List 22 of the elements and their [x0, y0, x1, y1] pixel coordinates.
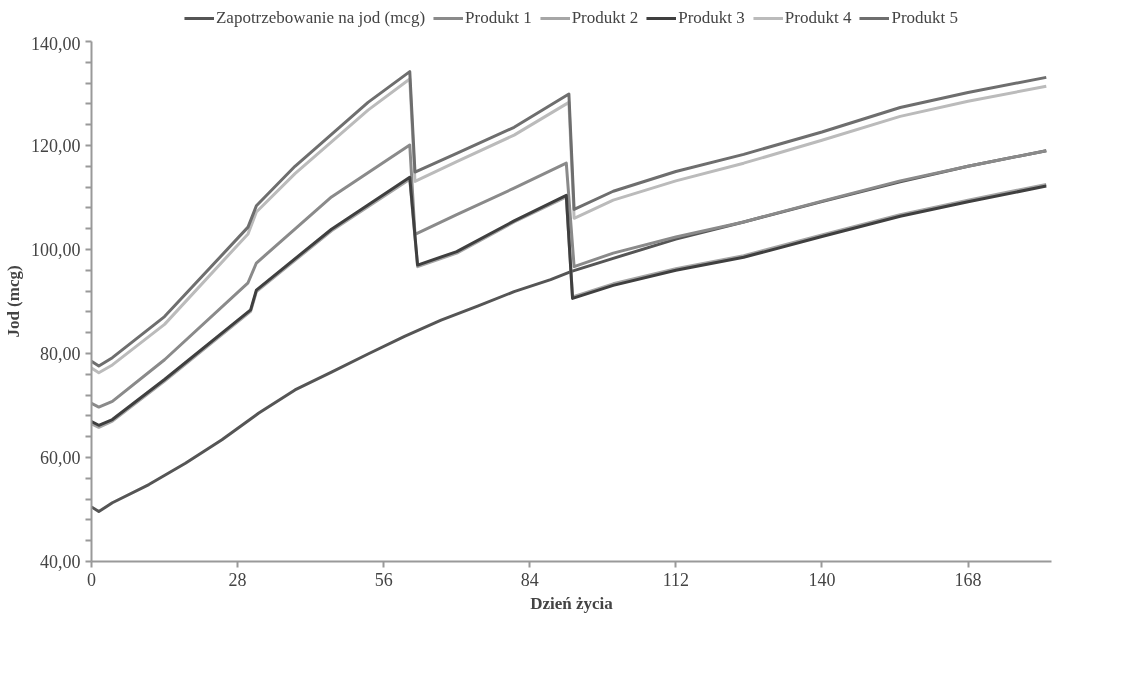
x-tick-label: 0: [87, 569, 96, 590]
y-tick-label: 120,00: [31, 136, 81, 156]
y-tick-label: 100,00: [31, 240, 81, 260]
y-tick-label: 40,00: [40, 552, 81, 572]
y-axis-title: Jod (mcg): [4, 265, 23, 338]
legend-label: Zapotrzebowanie na jod (mcg): [215, 8, 426, 28]
x-tick-label: 28: [228, 569, 247, 590]
y-tick-label: 60,00: [40, 448, 81, 468]
legend-label: Produkt 3: [678, 8, 745, 28]
legend-label: Produkt 2: [571, 8, 639, 28]
y-tick-label: 140,00: [31, 33, 81, 54]
x-axis-title: Dzień życia: [530, 593, 614, 613]
x-tick-label: 168: [954, 569, 982, 590]
x-tick-label: 140: [808, 569, 836, 590]
legend-label: Produkt 4: [784, 8, 852, 28]
x-tick-label: 112: [662, 569, 690, 590]
legend-label: Produkt 1: [465, 8, 532, 28]
line-series: [91, 143, 1048, 409]
x-tick-label: 84: [520, 569, 539, 590]
x-tick-label: 56: [374, 569, 393, 590]
legend-label: Produkt 5: [891, 8, 959, 28]
y-tick-label: 80,00: [40, 344, 81, 364]
